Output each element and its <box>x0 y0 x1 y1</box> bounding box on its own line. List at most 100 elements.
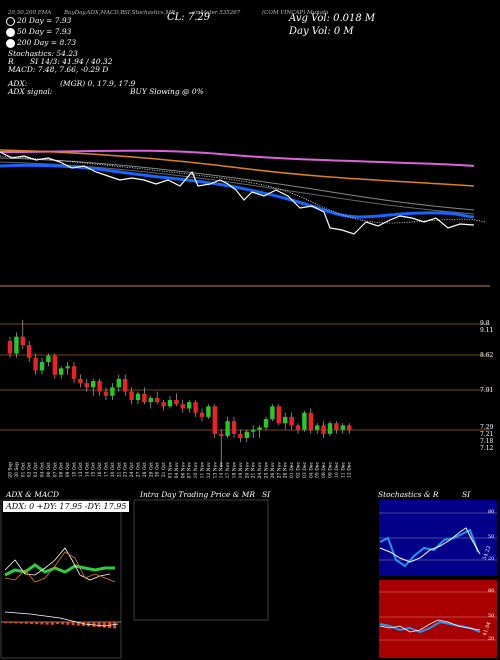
stoch-d-line <box>379 527 481 563</box>
candle-body <box>135 393 141 401</box>
grey-line-1 <box>0 157 475 211</box>
candle-body <box>219 433 224 436</box>
candle-body <box>65 366 70 369</box>
header-indicators: BuyDay,ADX,MACD,R <box>64 10 125 16</box>
candle-body <box>39 362 45 371</box>
candle-body <box>270 406 275 420</box>
date-tick-label: 13 Oct <box>78 462 84 477</box>
date-tick-label: 28 Nov <box>283 462 289 479</box>
date-tick-label: 01 Dec <box>289 462 295 478</box>
ema-blue-line <box>0 163 475 219</box>
date-tick-label: 24 Oct <box>129 462 135 477</box>
candle-body <box>52 355 57 375</box>
date-tick-label: 04 Nov <box>174 462 180 479</box>
macd-bar <box>30 622 33 624</box>
candle-body <box>59 368 64 375</box>
date-tick-label: 20 Oct <box>110 462 116 477</box>
macd-bar <box>50 622 54 625</box>
price-line <box>0 151 475 235</box>
avg-volume: Avg Vol: 0.018 M <box>289 13 376 24</box>
stoch-title-si: SI <box>462 490 471 499</box>
date-tick-label: 27 Oct <box>136 462 142 477</box>
date-tick-label: 07 Oct <box>52 462 58 477</box>
date-tick-label: 10 Oct <box>72 462 78 477</box>
candle-body <box>20 336 25 346</box>
date-tick-label: 26 Nov <box>270 462 276 479</box>
ema50-label: 50 Day = 7.93 <box>17 27 72 36</box>
date-tick-label: 09 Dec <box>328 462 334 478</box>
price-label-3: 7.91 <box>480 387 494 394</box>
ema200-line <box>0 149 475 167</box>
candle-body <box>103 391 109 396</box>
header-meter: omMeter 535267 <box>192 10 241 16</box>
date-tick-label: 11 Dec <box>340 462 346 478</box>
adx-value-box: ADX: 0 +DY: 17.95 -DY: 17.95 <box>3 501 130 512</box>
date-tick-label: 16 Oct <box>97 462 103 477</box>
macd-bar <box>56 622 59 624</box>
candle-body <box>199 412 205 417</box>
price-label-4: 7.29 <box>480 424 494 431</box>
candle-body <box>116 378 121 388</box>
date-tick-label: 23 Oct <box>123 462 129 477</box>
date-tick-label: 12 Nov <box>206 462 212 479</box>
date-tick-label: 05 Dec <box>315 462 321 478</box>
legend-rsi-prefix: R <box>8 57 14 66</box>
candle-body <box>283 416 288 424</box>
date-tick-label: 21 Oct <box>116 462 122 477</box>
macd-bar <box>4 622 7 623</box>
header-ema: 20,50,200 EMA <box>8 10 52 16</box>
candle-body <box>174 400 179 405</box>
macd-bar <box>40 622 44 625</box>
macd-bar <box>35 622 39 625</box>
rsi-panel <box>379 580 497 658</box>
date-tick-label: 29 Oct <box>148 462 154 477</box>
date-tick-label: 11 Nov <box>200 462 206 479</box>
candle-body <box>193 402 198 413</box>
orange-line <box>0 149 475 187</box>
candle-body <box>161 402 166 407</box>
candle-body <box>334 423 339 430</box>
date-tick-label: 25 Nov <box>264 462 270 479</box>
candle-body <box>257 427 262 430</box>
candle-body <box>71 366 77 379</box>
header-company: (COM VINCAP) Munafa <box>262 10 329 16</box>
macd-bar <box>76 622 80 626</box>
candle-body <box>14 336 19 354</box>
adx-di-minus <box>4 551 116 583</box>
date-tick-label: 12 Dec <box>347 462 353 478</box>
date-tick-label: 17 Nov <box>225 462 231 479</box>
rsi-axis-80: 80 <box>488 588 495 594</box>
candle-body <box>7 340 13 354</box>
candle-body <box>244 431 249 439</box>
legend-ema20: 20 Day = 7.93 <box>6 16 71 26</box>
candle-body <box>295 425 301 430</box>
day-volume: Day Vol: 0 M <box>289 26 354 37</box>
date-tick-label: 06 Nov <box>180 462 186 479</box>
date-tick-label: 08 Dec <box>321 462 327 478</box>
candle-body <box>225 421 230 436</box>
date-tick-label: 03 Nov <box>168 462 174 479</box>
legend-stoch: Stochastics: 54.23 <box>8 49 78 58</box>
price-label-1: 9.8 <box>480 320 490 327</box>
macd-bar <box>66 622 70 625</box>
date-tick-label: 03 Dec <box>302 462 308 478</box>
date-tick-label: 10 Nov <box>193 462 199 479</box>
legend-ema50: 50 Day = 7.93 <box>6 27 71 37</box>
date-tick-label: 02 Dec <box>296 462 302 478</box>
stoch-title: Stochastics & R <box>378 490 439 499</box>
date-tick-label: 14 Nov <box>219 462 225 479</box>
date-tick-label: 06 Oct <box>46 462 52 477</box>
intra-panel <box>133 499 269 621</box>
candle-body <box>315 425 320 430</box>
rsi-axis-20: 20 <box>488 636 495 642</box>
date-tick-label: 31 Oct <box>161 462 167 477</box>
date-tick-label: 24 Nov <box>257 462 263 479</box>
date-tick-label: 17 Oct <box>104 462 110 477</box>
date-tick-label: 04 Dec <box>308 462 314 478</box>
ema20-label: 20 Day = 7.93 <box>17 16 72 25</box>
candle-body <box>148 397 153 403</box>
stoch-k-line <box>379 528 479 568</box>
legend-adx-signal: ADX signal: <box>8 87 53 96</box>
macd-bar <box>61 622 65 625</box>
